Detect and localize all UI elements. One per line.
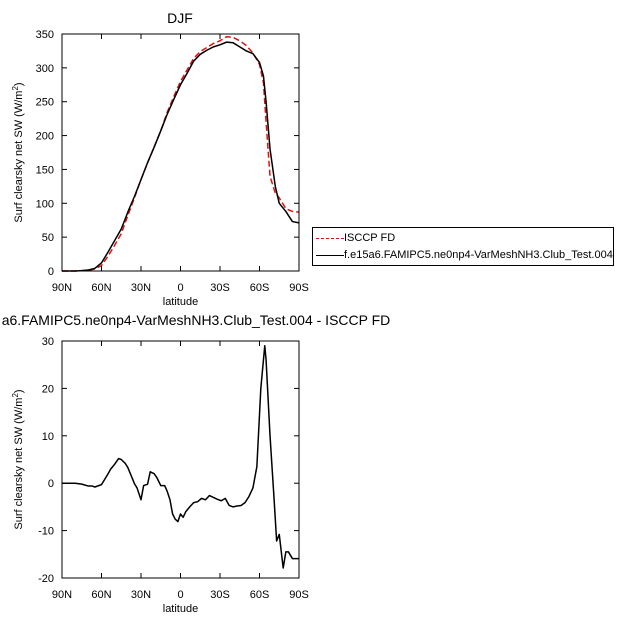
- bottom-series-line-1: [62, 344, 299, 569]
- legend-entry-isccp: ISCCP FD: [313, 230, 613, 246]
- bottom-y-tick-label: 10: [42, 431, 54, 443]
- bottom-y-tick-label: 20: [42, 383, 54, 395]
- bottom-x-tick-label: 90S: [289, 589, 309, 601]
- bottom-x-tick-label: 30S: [210, 589, 230, 601]
- bottom-y-tick-label: 30: [42, 336, 54, 348]
- bottom-x-tick-label: 0: [177, 589, 183, 601]
- top-y-axis-label-main: Surf clearsky net SW (W/m: [13, 91, 25, 223]
- bottom-x-tick-label: 60S: [250, 589, 270, 601]
- bottom-x-tick-label: 90N: [52, 589, 72, 601]
- top-y-tick-label: 0: [48, 266, 54, 278]
- bottom-y-tick-label: -10: [38, 526, 54, 538]
- top-x-tick-label: 0: [177, 282, 183, 294]
- bottom-chart-title: a6.FAMIPC5.ne0np4-VarMeshNH3.Club_Test.0…: [2, 312, 391, 328]
- top-legend: ISCCP FD f.e15a6.FAMIPC5.ne0np4-VarMeshN…: [312, 227, 614, 266]
- top-plot-frame: [61, 33, 300, 272]
- top-chart-title: DJF: [167, 10, 193, 26]
- top-x-tick-label: 30N: [131, 282, 151, 294]
- top-y-axis-label-sup: 2: [11, 86, 20, 91]
- top-y-axis-label: Surf clearsky net SW (W/m2): [11, 82, 25, 222]
- top-series-line-1: [62, 35, 300, 272]
- top-y-axis-label-tail: ): [13, 82, 25, 86]
- bottom-x-tick-label: 60N: [91, 589, 111, 601]
- bottom-x-axis-label: latitude: [163, 603, 198, 615]
- top-series-layer: [62, 35, 300, 272]
- top-x-tick-label: 60S: [250, 282, 270, 294]
- top-x-tick-label: 90N: [52, 282, 72, 294]
- top-y-tick-label: 250: [36, 97, 54, 109]
- bottom-y-axis-label-main: Surf clearsky net SW (W/m: [13, 398, 25, 530]
- top-y-tick-label: 300: [36, 63, 54, 75]
- top-x-tick-label: 30S: [210, 282, 230, 294]
- top-panel: DJF 90N 60N 30N 0 30S 60S 90S 0 50 100 150 200 250 30…: [11, 10, 309, 308]
- bottom-axes: 90N 60N 30N 0 30S 60S 90S -20 -10 0 10 20 30: [38, 336, 309, 601]
- top-x-tick-label: 90S: [289, 282, 309, 294]
- bottom-series-layer: [62, 344, 299, 569]
- bottom-y-axis-label-sup: 2: [11, 393, 20, 398]
- bottom-y-axis-label-tail: ): [13, 389, 25, 393]
- top-y-tick-label: 50: [42, 232, 54, 244]
- bottom-x-tick-label: 30N: [131, 589, 151, 601]
- top-series-line-2: [62, 41, 300, 272]
- legend-label-isccp: ISCCP FD: [344, 232, 396, 244]
- bottom-plot-frame: [61, 340, 300, 579]
- top-axes: 90N 60N 30N 0 30S 60S 90S 0 50 100 150 200 250 300 350: [36, 29, 309, 294]
- legend-label-model: f.e15a6.FAMIPC5.ne0np4-VarMeshNH3.Club_T…: [344, 249, 613, 261]
- top-y-tick-label: 100: [36, 198, 54, 210]
- top-x-axis-label: latitude: [163, 296, 198, 308]
- legend-swatch-isccp: [316, 238, 344, 239]
- bottom-y-axis-label: Surf clearsky net SW (W/m2): [11, 389, 25, 529]
- bottom-panel: a6.FAMIPC5.ne0np4-VarMeshNH3.Club_Test.0…: [2, 312, 391, 615]
- legend-swatch-model: [316, 255, 344, 256]
- top-y-tick-label: 350: [36, 29, 54, 41]
- top-y-tick-label: 200: [36, 131, 54, 143]
- bottom-y-tick-label: -20: [38, 573, 54, 585]
- legend-entry-model: f.e15a6.FAMIPC5.ne0np4-VarMeshNH3.Club_T…: [313, 247, 613, 263]
- top-x-tick-label: 60N: [91, 282, 111, 294]
- top-y-tick-label: 150: [36, 164, 54, 176]
- bottom-y-tick-label: 0: [48, 478, 54, 490]
